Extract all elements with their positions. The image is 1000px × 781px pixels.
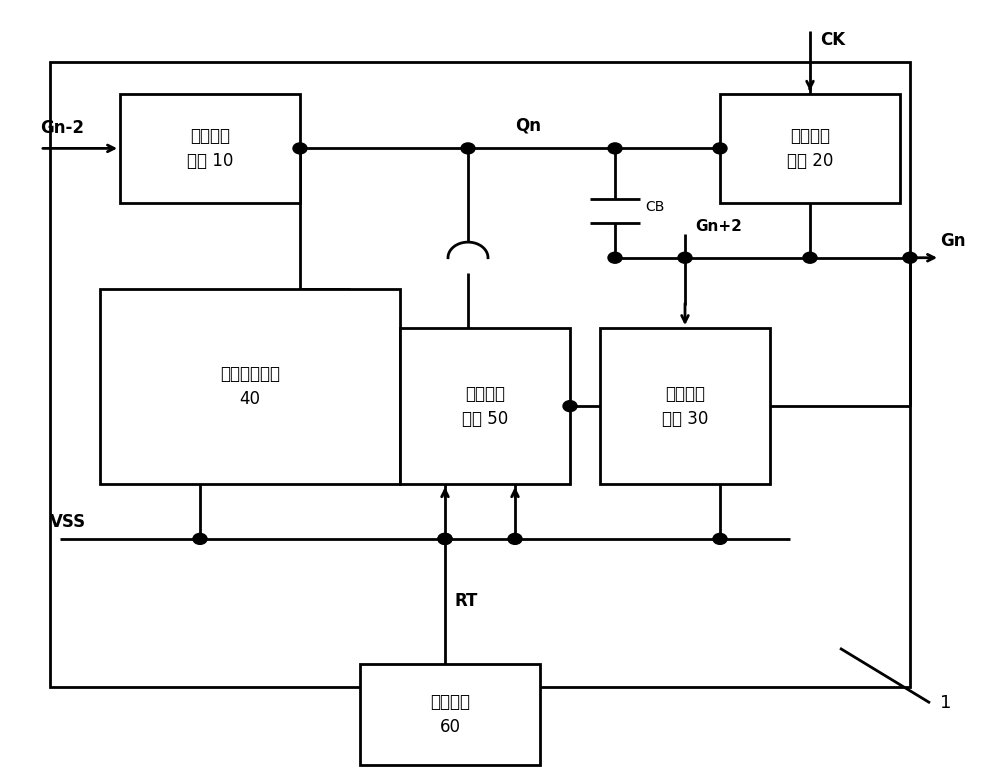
Text: CB: CB: [645, 200, 664, 214]
Circle shape: [803, 252, 817, 263]
Circle shape: [293, 143, 307, 154]
Circle shape: [508, 533, 522, 544]
Text: 第二下拉
模块 50: 第二下拉 模块 50: [462, 384, 508, 428]
Circle shape: [903, 252, 917, 263]
Text: 上拉级传
模块 20: 上拉级传 模块 20: [787, 127, 833, 170]
Text: 上拉控制
模块 10: 上拉控制 模块 10: [187, 127, 233, 170]
FancyBboxPatch shape: [100, 289, 400, 484]
Text: 控制芯片
60: 控制芯片 60: [430, 693, 470, 736]
Circle shape: [608, 252, 622, 263]
Circle shape: [461, 143, 475, 154]
Circle shape: [438, 533, 452, 544]
Text: 下拉维持模块
40: 下拉维持模块 40: [220, 365, 280, 408]
Text: Gn+2: Gn+2: [695, 219, 742, 234]
FancyBboxPatch shape: [720, 94, 900, 203]
FancyBboxPatch shape: [120, 94, 300, 203]
FancyBboxPatch shape: [360, 664, 540, 765]
Text: CK: CK: [820, 31, 845, 49]
Text: VSS: VSS: [50, 513, 86, 531]
Circle shape: [713, 143, 727, 154]
Circle shape: [713, 533, 727, 544]
FancyBboxPatch shape: [400, 328, 570, 484]
Circle shape: [193, 533, 207, 544]
Text: RT: RT: [455, 592, 478, 611]
Text: Gn: Gn: [940, 232, 966, 250]
Text: 1: 1: [940, 694, 951, 712]
FancyBboxPatch shape: [50, 62, 910, 687]
Text: Qn: Qn: [515, 116, 541, 134]
FancyBboxPatch shape: [600, 328, 770, 484]
Circle shape: [438, 533, 452, 544]
Text: Gn-2: Gn-2: [40, 119, 84, 137]
Circle shape: [608, 143, 622, 154]
Text: 第一下拉
模块 30: 第一下拉 模块 30: [662, 384, 708, 428]
Circle shape: [563, 401, 577, 412]
Circle shape: [678, 252, 692, 263]
